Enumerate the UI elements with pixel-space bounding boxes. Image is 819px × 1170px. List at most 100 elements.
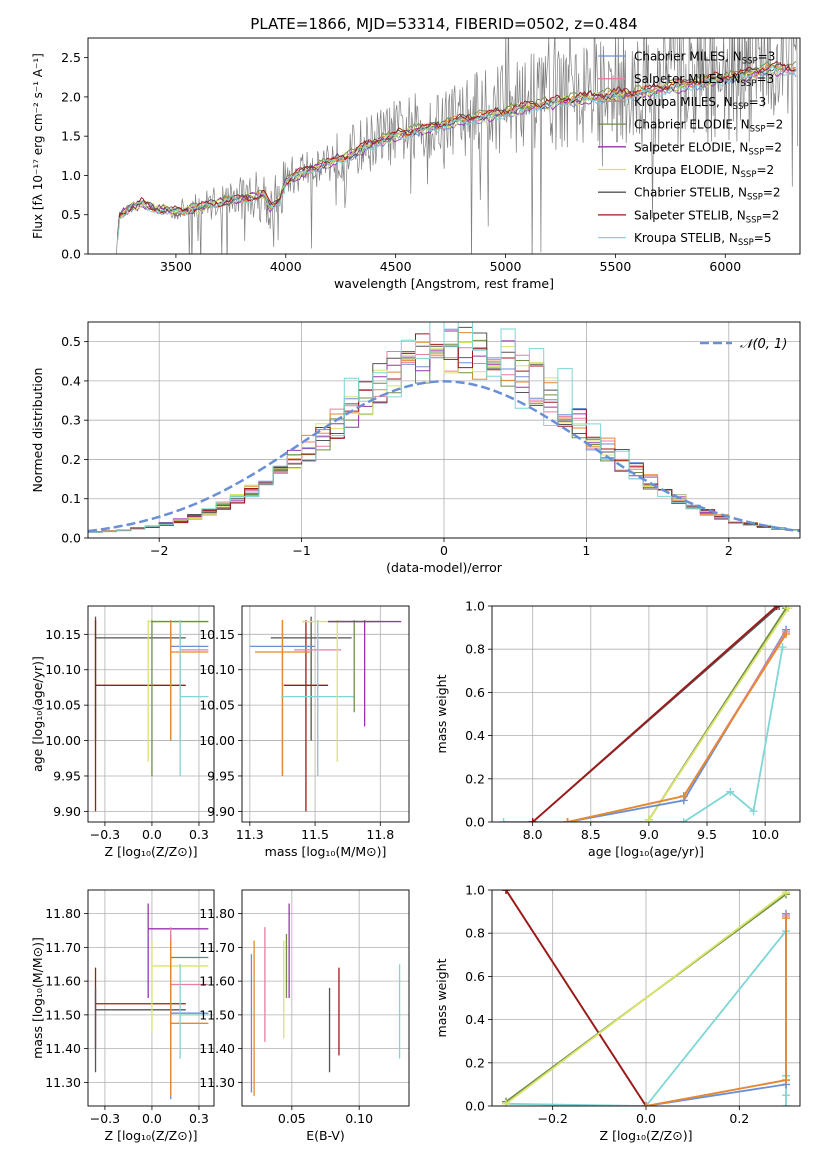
weight_vs_z-plot-area bbox=[502, 890, 790, 1106]
legend-label-base: Salpeter MILES, N bbox=[634, 72, 741, 86]
mass_vs_ebv-ytick-label: 11.60 bbox=[199, 974, 235, 989]
legend-label-sub: SSP bbox=[750, 125, 766, 135]
model-spectrum-line bbox=[117, 65, 797, 241]
mass_vs_z-plot-area bbox=[94, 903, 209, 1100]
mass-weight-line bbox=[505, 890, 647, 1106]
weight_vs_z-ytick-label: 0.4 bbox=[465, 1012, 485, 1027]
age_vs_z-ytick-label: 10.10 bbox=[45, 662, 81, 677]
age_vs_z-xtick-label: 0.3 bbox=[189, 827, 209, 842]
weight_vs_age-ylabel: mass weight bbox=[434, 674, 449, 753]
weight_vs_age-chart: 8.0 8.5 9.0 9.5 10.0 0.0 0.2 0.4 0.6 0.8 1.0 age [l… bbox=[434, 599, 801, 859]
age_vs_z-ytick-label: 10.15 bbox=[45, 627, 81, 642]
legend-label-base: Kroupa ELODIE, N bbox=[634, 163, 741, 177]
mass-weight-line bbox=[648, 607, 790, 821]
legend-label-sub: SSP bbox=[733, 102, 749, 112]
legend-label: Salpeter STELIB, NSSP=2 bbox=[634, 208, 779, 225]
mass_vs_ebv-ytick-label: 11.40 bbox=[199, 1041, 235, 1056]
mass_vs_z-ytick-label: 11.50 bbox=[45, 1007, 81, 1022]
mass-weight-line bbox=[505, 891, 787, 1105]
weight_vs_z-ytick-label: 0.8 bbox=[465, 926, 485, 941]
mass_vs_ebv-xtick-label: 0.10 bbox=[345, 1111, 373, 1126]
residuals-ylabel: Normed distribution bbox=[30, 368, 45, 493]
residuals-ytick-label: 0.0 bbox=[61, 531, 81, 546]
mass-weight-point bbox=[563, 818, 572, 822]
spectrum-xtick-label: 4000 bbox=[270, 259, 302, 274]
residuals-plot-area bbox=[88, 322, 800, 534]
legend-label: Kroupa ELODIE, NSSP=2 bbox=[634, 163, 774, 180]
age_vs_mass-ytick-label: 10.05 bbox=[199, 698, 235, 713]
age_vs_mass-ytick-label: 10.10 bbox=[199, 662, 235, 677]
legend-label-sub: SSP bbox=[738, 238, 754, 248]
mass-weight-point bbox=[726, 787, 735, 796]
mass_vs_z-ytick-label: 11.40 bbox=[45, 1041, 81, 1056]
mass-weight-point bbox=[782, 1091, 790, 1100]
weight_vs_z-ylabel: mass weight bbox=[434, 958, 449, 1037]
legend-label-sub: SSP bbox=[741, 170, 757, 180]
age_vs_z-ytick-label: 9.90 bbox=[53, 804, 81, 819]
legend-label: Chabrier ELODIE, NSSP=2 bbox=[634, 118, 783, 135]
mass-weight-point bbox=[679, 792, 688, 801]
age_vs_mass-xtick-label: 11.3 bbox=[236, 827, 264, 842]
weight_vs_age-ytick-label: 0.6 bbox=[465, 685, 485, 700]
legend-label-sub: SSP bbox=[742, 57, 758, 67]
weight_vs_z-ytick-label: 0.0 bbox=[465, 1099, 485, 1114]
weight_vs_z-ytick-label: 0.6 bbox=[465, 969, 485, 984]
normal-distribution-curve bbox=[88, 380, 800, 533]
age_vs_mass-ytick-label: 9.95 bbox=[207, 768, 235, 783]
weight_vs_z-xtick-label: 0.0 bbox=[636, 1111, 656, 1126]
mass_vs_z-ytick-label: 11.80 bbox=[45, 906, 81, 921]
mass-weight-point bbox=[784, 606, 793, 613]
legend-label: Salpeter MILES, NSSP=3 bbox=[634, 72, 774, 89]
mass_vs_z-ytick-label: 11.60 bbox=[45, 974, 81, 989]
spectrum-ylabel: Flux [fλ 10⁻¹⁷ erg cm⁻² s⁻¹ A⁻¹] bbox=[31, 53, 45, 239]
mass-weight-point bbox=[782, 1076, 790, 1085]
age_vs_z-ylabel: age [log₁₀(age/yr)] bbox=[30, 656, 45, 772]
age_vs_mass-xlabel: mass [log₁₀(M/M⊙)] bbox=[265, 844, 387, 859]
legend-label-sub: SSP bbox=[747, 193, 763, 203]
age_vs_z-xlabel: Z [log₁₀(Z/Z⊙)] bbox=[105, 844, 198, 859]
model-spectrum-line bbox=[117, 64, 797, 235]
spectrum-xlabel: wavelength [Angstrom, rest frame] bbox=[334, 276, 554, 291]
spectrum-ytick-label: 2.0 bbox=[61, 89, 81, 104]
weight_vs_age-ytick-label: 1.0 bbox=[465, 599, 485, 614]
mass-weight-point bbox=[499, 818, 508, 822]
residuals-xtick-label: 1 bbox=[582, 543, 590, 558]
age_vs_mass-chart: 11.3 11.5 11.8 9.90 9.95 10.00 10.05 10.10 10.15… bbox=[199, 605, 410, 859]
age_vs_z-chart: −0.3 0.0 0.3 9.90 9.95 10.00 10.05 10.10 10.15 Z … bbox=[30, 605, 215, 859]
age_vs_z-frame bbox=[87, 605, 215, 823]
mass_vs_ebv-ytick-label: 11.80 bbox=[199, 906, 235, 921]
residuals-ytick-label: 0.4 bbox=[61, 373, 81, 388]
mass_vs_ebv-ytick-label: 11.30 bbox=[199, 1075, 235, 1090]
weight_vs_age-ytick-label: 0.4 bbox=[465, 728, 485, 743]
model-spectrum-line bbox=[117, 61, 797, 240]
residuals-xtick-label: 2 bbox=[725, 543, 733, 558]
legend-label-base: Salpeter STELIB, N bbox=[634, 208, 746, 222]
legend-label-tail: =3 bbox=[749, 95, 767, 109]
weight_vs_age-ytick-label: 0.0 bbox=[465, 815, 485, 830]
residuals-xtick-label: 0 bbox=[440, 543, 448, 558]
mass-weight-point bbox=[749, 807, 758, 816]
legend-label-base: Chabrier ELODIE, N bbox=[634, 118, 750, 132]
legend-label: Kroupa MILES, NSSP=3 bbox=[634, 95, 766, 112]
residual-histogram-step bbox=[88, 322, 800, 534]
spectrum-ytick-label: 2.5 bbox=[61, 50, 81, 65]
weight_vs_age-ytick-label: 0.2 bbox=[465, 771, 485, 786]
residuals-chart: −2 −1 0 1 2 0.0 0.1 0.2 0.3 0.4 0.5 (data-model)/er… bbox=[30, 321, 801, 575]
mass_vs_ebv-ytick-label: 11.70 bbox=[199, 940, 235, 955]
age_vs_z-ytick-label: 9.95 bbox=[53, 768, 81, 783]
mass-weight-point bbox=[679, 818, 688, 822]
legend-label-sub: SSP bbox=[748, 147, 764, 157]
residuals-ytick-label: 0.5 bbox=[61, 334, 81, 349]
mass-weight-point bbox=[502, 890, 510, 894]
legend-label-base: Kroupa MILES, N bbox=[634, 95, 733, 109]
weight_vs_age-xtick-label: 8.0 bbox=[523, 827, 543, 842]
legend-label: Kroupa STELIB, NSSP=5 bbox=[634, 231, 772, 248]
age_vs_z-plot-area bbox=[94, 616, 209, 812]
spectrum-ytick-label: 0.5 bbox=[61, 207, 81, 222]
mass_vs_ebv-frame bbox=[241, 889, 410, 1107]
weight_vs_z-xtick-label: −0.2 bbox=[537, 1111, 567, 1126]
mass-weight-point bbox=[528, 818, 537, 822]
mass-weight-point bbox=[782, 630, 791, 639]
spectrum-xtick-label: 5000 bbox=[490, 259, 522, 274]
